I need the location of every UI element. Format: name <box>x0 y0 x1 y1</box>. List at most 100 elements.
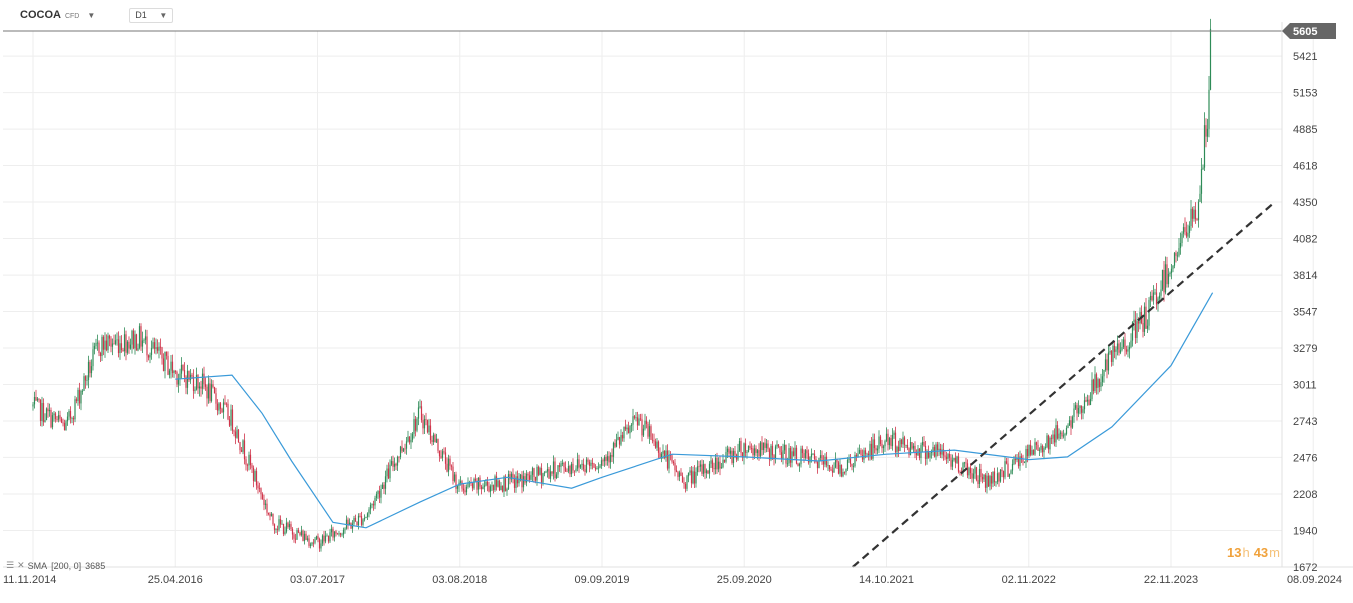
candle-body <box>69 411 72 419</box>
candle-body <box>854 454 856 467</box>
candle-body <box>821 455 823 461</box>
candle-body <box>521 474 523 488</box>
candle-body <box>945 456 948 460</box>
candle-body <box>974 467 976 474</box>
y-tick-label: 2208 <box>1293 489 1317 501</box>
candle-body <box>275 529 277 530</box>
candle-body <box>699 464 702 467</box>
candle-body <box>516 476 519 484</box>
candle-body <box>756 450 759 453</box>
candle-body <box>1130 340 1132 348</box>
candle-body <box>182 364 184 370</box>
candle-body <box>603 457 606 462</box>
y-tick-label: 1672 <box>1293 562 1317 574</box>
candle-body <box>827 465 829 467</box>
candle-body <box>893 432 895 436</box>
candle-body <box>914 445 916 452</box>
candle-body <box>186 370 189 388</box>
candle-body <box>681 475 684 483</box>
candle-body <box>861 455 864 460</box>
candle-body <box>1022 459 1024 463</box>
candle-body <box>660 453 663 459</box>
candle-body <box>636 417 639 426</box>
x-tick-label: 25.09.2020 <box>717 574 772 586</box>
candle-body <box>776 444 778 447</box>
candle-body <box>354 517 357 522</box>
y-tick-label: 2476 <box>1293 452 1317 464</box>
candle-body <box>873 439 876 449</box>
candle-body <box>360 516 363 525</box>
candle-body <box>417 407 420 419</box>
candle-body <box>237 429 240 443</box>
candle-body <box>198 386 201 389</box>
candle-body <box>200 386 202 389</box>
candle-body <box>1068 420 1071 426</box>
candle-body <box>75 399 78 401</box>
candle-body <box>1202 167 1204 170</box>
candle-body <box>333 531 336 538</box>
y-tick-label: 3279 <box>1293 343 1317 355</box>
candle-body <box>905 444 907 446</box>
candle-body <box>765 443 768 448</box>
symbol-selector[interactable]: COCOA CFD ▼ <box>20 9 95 21</box>
candle-body <box>465 486 468 493</box>
candle-body <box>1136 321 1138 338</box>
candle-body <box>203 373 205 385</box>
candle-body <box>287 522 289 528</box>
candle-body <box>606 456 609 461</box>
settings-icon[interactable]: ☰ <box>6 560 15 570</box>
candle-body <box>462 488 465 491</box>
candle-body <box>81 390 84 392</box>
candle-body <box>411 433 414 440</box>
candle-body <box>149 354 151 358</box>
candle-body <box>563 462 565 468</box>
candle-body <box>642 428 645 436</box>
candle-body <box>621 435 624 439</box>
chevron-down-icon[interactable]: ▼ <box>159 10 168 20</box>
candle-body <box>690 470 693 484</box>
candle-body <box>813 453 816 459</box>
candle-body <box>242 440 244 452</box>
candle-body <box>929 452 931 458</box>
candle-body <box>1118 343 1120 353</box>
chevron-down-icon[interactable]: ▼ <box>87 11 96 20</box>
candle-body <box>750 448 753 449</box>
candle-body <box>629 425 631 434</box>
candle-body <box>1007 463 1009 477</box>
candle-body <box>401 446 403 452</box>
candle-body <box>356 521 358 526</box>
candle-body <box>671 455 673 462</box>
candle-body <box>675 470 678 472</box>
y-tick-label: 4350 <box>1293 197 1317 209</box>
candle-body <box>464 490 466 493</box>
candle-body <box>92 349 94 367</box>
x-tick-label: 22.11.2023 <box>1144 574 1198 586</box>
candle-body <box>390 461 393 465</box>
candle-body <box>240 450 243 452</box>
candle-body <box>614 442 616 447</box>
candle-body <box>980 469 982 478</box>
candle-body <box>302 530 304 541</box>
candle-body <box>1040 445 1042 450</box>
candle-body <box>524 476 526 483</box>
candle-body <box>161 347 163 359</box>
candle-body <box>803 453 805 458</box>
timeframe-selector[interactable]: D1 ▼ <box>129 7 174 23</box>
candle-body <box>509 474 511 480</box>
candle-body <box>162 358 165 372</box>
candle-body <box>885 433 888 442</box>
candle-body <box>1169 272 1171 274</box>
candle-body <box>584 469 586 472</box>
candle-body <box>990 476 993 484</box>
candle-body <box>972 473 975 479</box>
candle-body <box>602 460 604 462</box>
candle-body <box>183 369 186 377</box>
candle-body <box>1055 425 1057 443</box>
candle-body <box>1128 347 1131 350</box>
candle-body <box>1031 449 1033 455</box>
candle-body <box>57 415 60 420</box>
close-icon[interactable]: ✕ <box>17 560 25 570</box>
candle-body <box>506 489 508 492</box>
